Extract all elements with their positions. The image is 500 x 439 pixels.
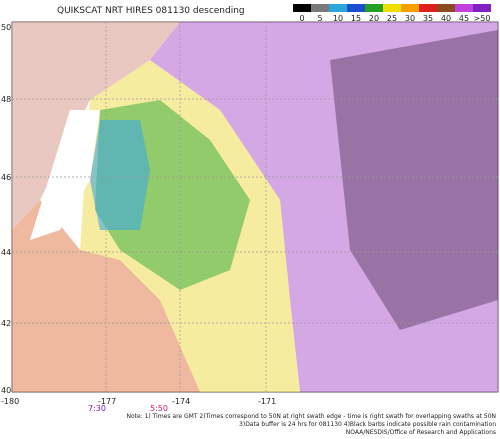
legend-label: 30	[405, 14, 415, 23]
note-line: NOAA/NESDIS/Office of Research and Appli…	[346, 429, 496, 436]
longitude-axis: -180 -177 -174 -171	[1, 22, 276, 406]
legend-label: 5	[317, 14, 322, 23]
legend-swatch	[419, 4, 437, 12]
legend-swatch	[473, 4, 491, 12]
lat-label: 40	[1, 386, 11, 395]
time-label: 5:50	[150, 404, 168, 413]
legend-swatch	[365, 4, 383, 12]
swath-region	[12, 22, 180, 230]
legend-swatch	[437, 4, 455, 12]
title: QUIKSCAT NRT HIRES 081130 descending	[57, 6, 245, 16]
legend-swatch	[383, 4, 401, 12]
legend-swatch	[347, 4, 365, 12]
swath-region	[150, 22, 498, 392]
swath-gap	[30, 110, 100, 240]
legend-swatch	[455, 4, 473, 12]
legend: 0 5 10 15 20 25 30 35 40 45 >50	[293, 4, 491, 23]
legend-label: >50	[474, 14, 491, 23]
lon-label: -177	[98, 397, 116, 406]
legend-label: 20	[369, 14, 379, 23]
legend-swatch	[293, 4, 311, 12]
legend-label: 0	[299, 14, 304, 23]
lat-label: 42	[1, 319, 11, 328]
lon-label: -180	[1, 397, 19, 406]
latitude-axis: 50 48 46 44 42 40	[1, 23, 498, 395]
note-line: Note: 1) Times are GMT 2)Times correspon…	[126, 413, 496, 420]
lon-label: -174	[172, 397, 190, 406]
legend-label: 25	[387, 14, 397, 23]
legend-label: 40	[441, 14, 451, 23]
legend-swatch	[329, 4, 347, 12]
legend-label: 35	[423, 14, 433, 23]
lat-label: 46	[1, 173, 11, 182]
rain-region	[330, 30, 498, 330]
legend-label: 45	[459, 14, 469, 23]
note-line: 3)Data buffer is 24 hrs for 081130 4)Bla…	[239, 421, 496, 428]
lat-label: 50	[1, 23, 11, 32]
legend-swatch	[401, 4, 419, 12]
lon-label: -171	[258, 397, 276, 406]
legend-label: 10	[333, 14, 343, 23]
swath-region	[90, 120, 150, 230]
time-label: 7:30	[88, 404, 106, 413]
legend-swatch	[311, 4, 329, 12]
lat-label: 44	[1, 248, 11, 257]
legend-label: 15	[351, 14, 361, 23]
lat-label: 48	[1, 95, 11, 104]
